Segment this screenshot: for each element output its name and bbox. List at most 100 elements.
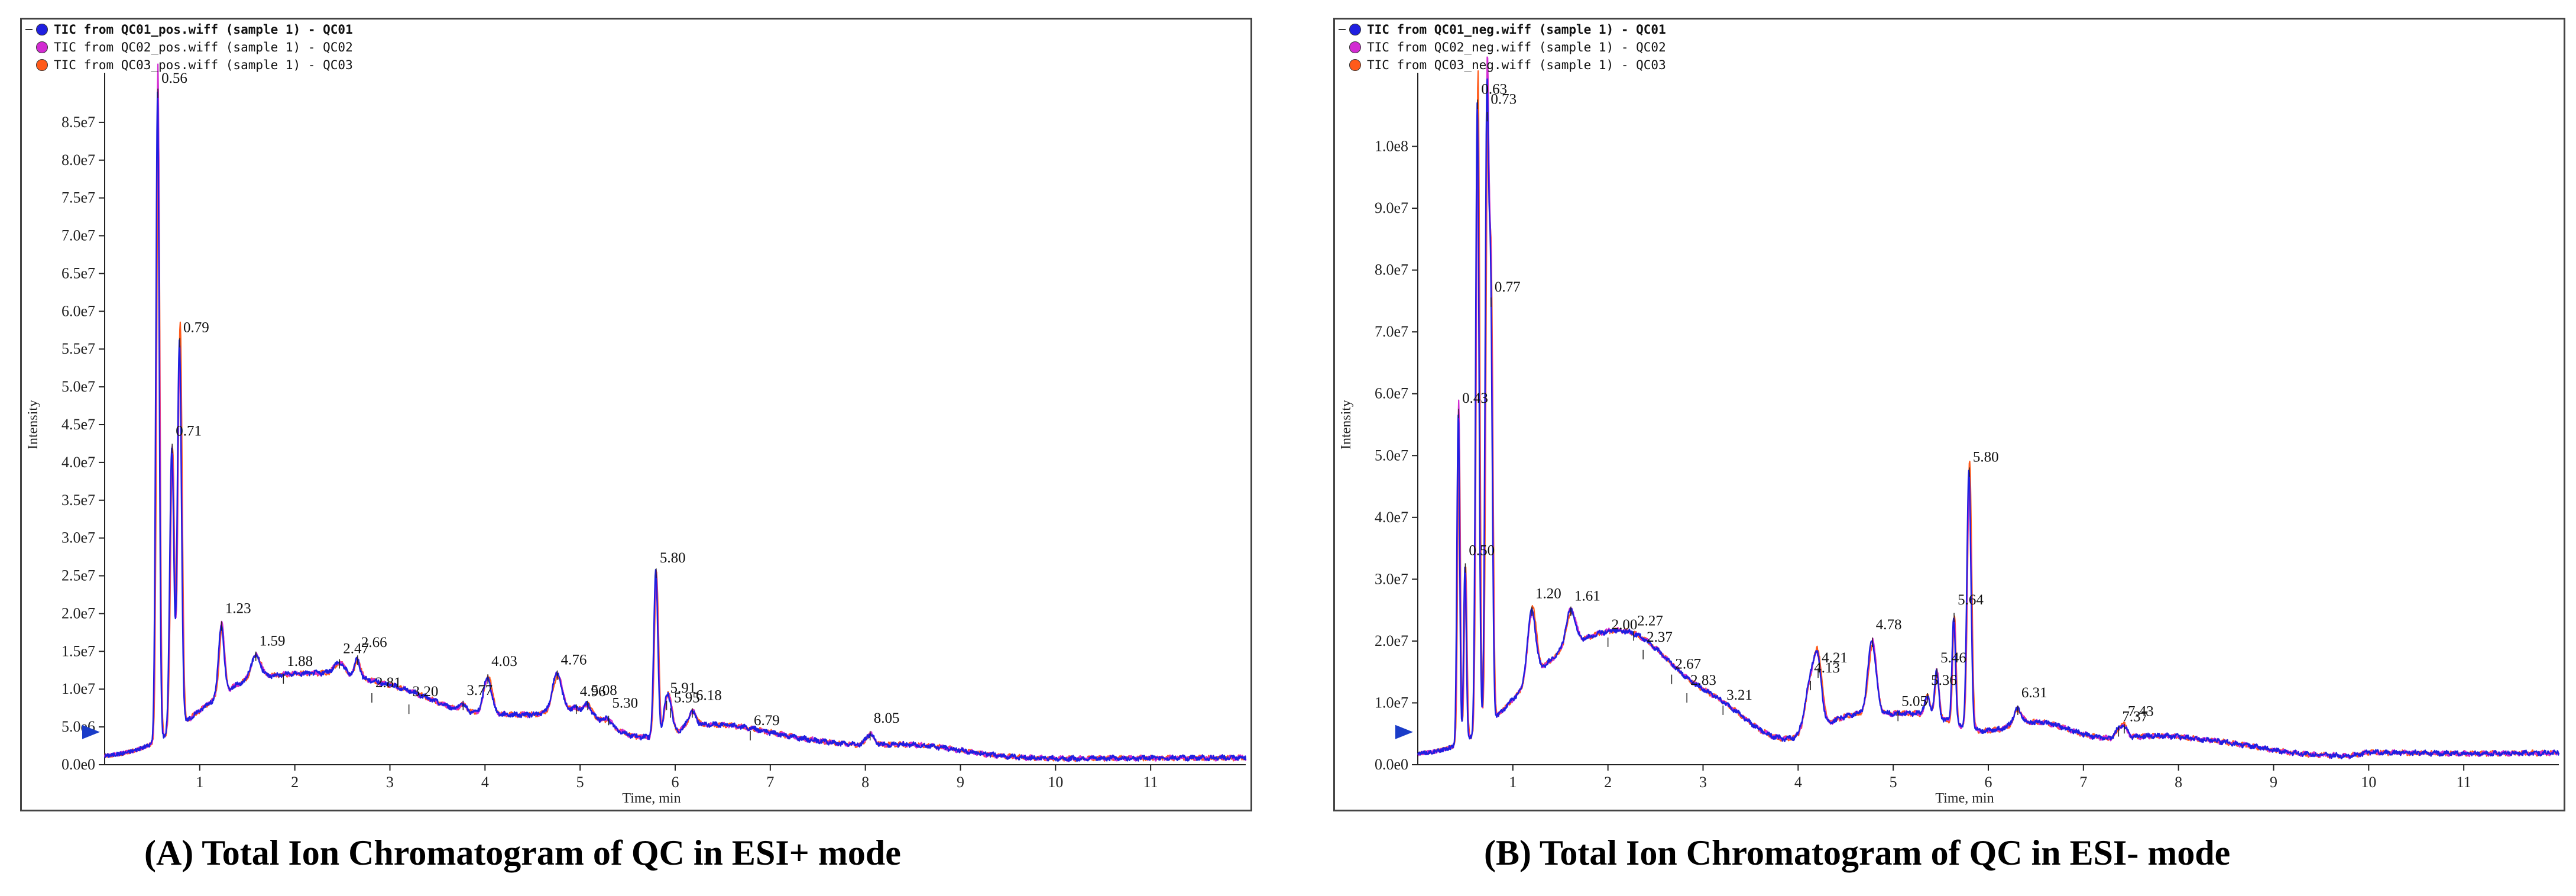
y-tick-label: 5.5e7 bbox=[61, 340, 95, 357]
y-tick-label: 1.0e8 bbox=[1375, 138, 1408, 155]
series-dot-icon bbox=[36, 41, 48, 53]
peak-label: 2.66 bbox=[357, 635, 387, 665]
y-tick: 8.5e7 bbox=[61, 114, 105, 131]
series-line-qc02 bbox=[103, 63, 1247, 762]
peak-label-text: 6.31 bbox=[2021, 685, 2047, 701]
y-tick-label: 8.0e7 bbox=[61, 151, 95, 169]
series-dot-icon bbox=[1349, 24, 1361, 35]
y-tick: 4.0e7 bbox=[61, 454, 105, 471]
peak-label-text: 3.20 bbox=[413, 684, 439, 700]
y-tick: 4.0e7 bbox=[1375, 509, 1418, 526]
legend-item-qc01[interactable]: TIC from QC01_neg.wiff (sample 1) - QC01 bbox=[1339, 21, 1666, 38]
y-tick-label: 7.0e7 bbox=[1375, 323, 1408, 340]
x-tick: 11 bbox=[1143, 765, 1158, 791]
y-tick: 6.5e7 bbox=[61, 264, 105, 282]
y-tick: 9.0e7 bbox=[1375, 199, 1418, 216]
peak-label-text: 0.50 bbox=[1469, 542, 1495, 558]
legend-dash bbox=[1339, 29, 1346, 30]
y-tick: 7.5e7 bbox=[61, 189, 105, 206]
peak-label-text: 5.95 bbox=[674, 690, 700, 706]
peak-label: 0.73 bbox=[1486, 91, 1517, 122]
peak-label: 6.31 bbox=[2017, 685, 2047, 715]
x-tick-label: 1 bbox=[1509, 774, 1517, 791]
peak-label: 1.61 bbox=[1570, 588, 1600, 616]
peak-label-text: 8.05 bbox=[874, 710, 900, 726]
arrow-marker-icon bbox=[1395, 724, 1413, 739]
peak-label-text: 0.73 bbox=[1490, 91, 1517, 107]
x-tick: 5 bbox=[576, 765, 584, 791]
peak-label: 1.88 bbox=[283, 654, 313, 684]
peak-label: 3.21 bbox=[1722, 687, 1752, 715]
x-tick-label: 4 bbox=[481, 774, 489, 791]
y-tick-label: 1.0e7 bbox=[1375, 694, 1408, 711]
x-tick: 10 bbox=[1048, 765, 1063, 791]
x-tick-label: 9 bbox=[957, 774, 964, 791]
peak-label: 5.91 bbox=[666, 680, 696, 710]
peak-label-text: 2.67 bbox=[1675, 656, 1701, 672]
y-tick: 5.0e7 bbox=[1375, 447, 1418, 464]
y-tick-label: 7.0e7 bbox=[61, 227, 95, 244]
legend-item-qc03[interactable]: TIC from QC03_neg.wiff (sample 1) - QC03 bbox=[1339, 56, 1666, 74]
y-tick-label: 2.5e7 bbox=[61, 567, 95, 584]
peak-label: 3.20 bbox=[408, 684, 439, 714]
y-tick-label: 4.5e7 bbox=[61, 416, 95, 433]
legend-item-qc03[interactable]: TIC from QC03_pos.wiff (sample 1) - QC03 bbox=[25, 56, 353, 74]
legend-esi-pos: TIC from QC01_pos.wiff (sample 1) - QC01… bbox=[25, 21, 353, 74]
peak-label: 2.37 bbox=[1642, 629, 1673, 659]
x-tick: 8 bbox=[2175, 765, 2182, 791]
y-tick: 2.5e7 bbox=[61, 567, 105, 584]
y-tick: 1.0e7 bbox=[61, 680, 105, 697]
y-tick-label: 0.0e0 bbox=[61, 756, 95, 773]
series-dot-icon bbox=[36, 59, 48, 71]
y-tick-label: 3.0e7 bbox=[61, 529, 95, 546]
peak-label: 0.79 bbox=[179, 319, 209, 348]
peak-label-text: 2.66 bbox=[361, 635, 387, 651]
peak-label: 0.77 bbox=[1490, 279, 1521, 307]
peak-label-text: 5.64 bbox=[1958, 592, 1984, 608]
x-tick-label: 5 bbox=[576, 774, 584, 791]
legend-label: TIC from QC02_neg.wiff (sample 1) - QC02 bbox=[1367, 40, 1666, 54]
y-tick-label: 3.5e7 bbox=[61, 491, 95, 509]
series-line-qc03 bbox=[1417, 70, 2559, 759]
peak-label: 0.43 bbox=[1458, 390, 1488, 419]
peak-label-text: 5.80 bbox=[1973, 449, 1999, 465]
peak-label: 7.43 bbox=[2124, 703, 2154, 734]
peak-label: 3.77 bbox=[462, 682, 492, 710]
x-tick-label: 11 bbox=[1143, 774, 1158, 791]
series-dot-icon bbox=[1349, 41, 1361, 53]
x-tick-label: 2 bbox=[1604, 774, 1612, 791]
x-tick-label: 10 bbox=[2361, 774, 2376, 791]
legend-item-qc02[interactable]: TIC from QC02_pos.wiff (sample 1) - QC02 bbox=[25, 38, 353, 56]
x-axis-label: Time, min bbox=[622, 791, 681, 806]
peak-label-text: 2.37 bbox=[1647, 629, 1673, 645]
x-tick: 11 bbox=[2457, 765, 2471, 791]
y-tick-label: 0.0e0 bbox=[1375, 756, 1408, 773]
chromatogram-plot-esi-pos: 1 2 3 4 5 6 7 8 9 10 110.0e05.0e61.0e71.5e72.0e72.… bbox=[25, 63, 1247, 806]
caption-esi-neg: (B) Total Ion Chromatogram of QC in ESI-… bbox=[1484, 833, 2231, 872]
peak-label: 2.81 bbox=[371, 675, 401, 703]
x-tick: 7 bbox=[766, 765, 774, 791]
y-tick: 2.0e7 bbox=[61, 604, 105, 622]
peak-label: 7.37 bbox=[2118, 709, 2148, 737]
x-tick: 1 bbox=[196, 765, 203, 791]
y-tick-label: 2.0e7 bbox=[1375, 632, 1408, 649]
x-tick: 3 bbox=[1699, 765, 1707, 791]
series-line-qc01 bbox=[104, 91, 1247, 762]
peak-label-text: 4.96 bbox=[580, 684, 606, 700]
peak-label-text: 0.77 bbox=[1495, 279, 1521, 295]
y-tick-label: 6.5e7 bbox=[61, 264, 95, 282]
peak-label: 2.00 bbox=[1607, 617, 1637, 647]
y-tick-label: 4.0e7 bbox=[61, 454, 95, 471]
y-axis-label: Intensity bbox=[25, 400, 41, 449]
peak-label-text: 2.83 bbox=[1690, 672, 1716, 688]
peak-label: 0.63 bbox=[1477, 81, 1507, 109]
x-tick-label: 5 bbox=[1890, 774, 1897, 791]
peak-label: 5.46 bbox=[1936, 650, 1966, 678]
x-tick-label: 3 bbox=[386, 774, 394, 791]
legend-item-qc01[interactable]: TIC from QC01_pos.wiff (sample 1) - QC01 bbox=[25, 21, 353, 38]
x-tick: 8 bbox=[861, 765, 869, 791]
y-tick: 7.0e7 bbox=[61, 227, 105, 244]
legend-item-qc02[interactable]: TIC from QC02_neg.wiff (sample 1) - QC02 bbox=[1339, 38, 1666, 56]
y-tick-label: 8.5e7 bbox=[61, 114, 95, 131]
peak-label-text: 5.30 bbox=[612, 695, 638, 711]
